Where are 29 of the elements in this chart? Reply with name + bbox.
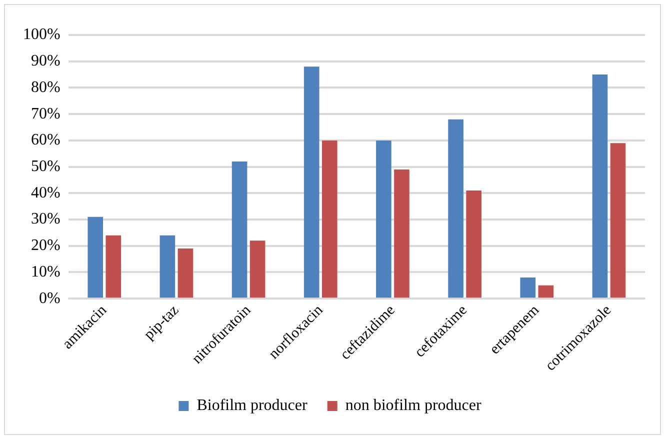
y-tick-label: 0% xyxy=(39,290,60,307)
y-tick-label: 100% xyxy=(23,26,60,44)
bar xyxy=(520,278,536,298)
y-tick-label: 70% xyxy=(31,105,60,122)
bar xyxy=(232,162,248,298)
bar xyxy=(322,140,338,298)
bar xyxy=(610,143,626,298)
y-tick-label: 90% xyxy=(31,52,60,70)
y-tick-label: 10% xyxy=(31,263,60,280)
bar xyxy=(106,235,122,298)
bar xyxy=(304,66,320,298)
legend-label: Biofilm producer xyxy=(196,397,308,414)
bar xyxy=(376,140,392,298)
bar xyxy=(592,74,608,298)
y-tick-label: 20% xyxy=(31,237,60,254)
bar xyxy=(178,248,194,298)
legend-label: non biofilm producer xyxy=(345,397,482,414)
bar xyxy=(538,285,554,298)
bar xyxy=(448,119,464,298)
y-tick-label: 80% xyxy=(31,78,60,96)
bar xyxy=(88,216,104,298)
y-tick-label: 50% xyxy=(31,158,60,176)
y-tick-label: 60% xyxy=(31,132,60,149)
bar xyxy=(250,240,266,298)
y-tick-label: 30% xyxy=(31,210,60,228)
bar xyxy=(394,169,410,298)
bar xyxy=(160,235,176,298)
y-tick-label: 40% xyxy=(31,184,60,202)
bar xyxy=(466,190,482,298)
